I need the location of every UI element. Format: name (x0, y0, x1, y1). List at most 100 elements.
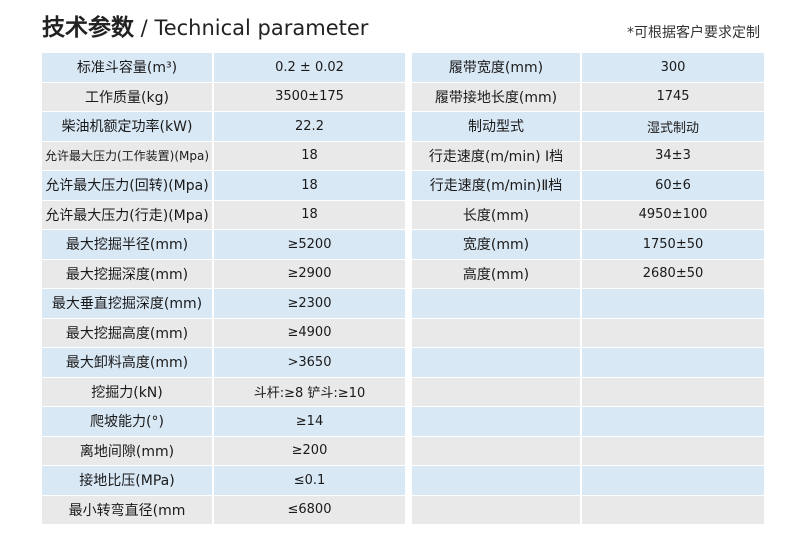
param-value: 18 (214, 141, 405, 170)
param-label: 最大挖掘深度(mm) (42, 259, 214, 288)
param-label: 柴油机额定功率(kW) (42, 112, 214, 141)
table-row: 接地比压(MPa) ≤0.1 (42, 466, 405, 495)
table-row: 高度(mm) 2680±50 (412, 259, 764, 288)
param-value: 斗杆:≥8 铲斗:≥10 (214, 377, 405, 406)
param-label: 允许最大压力(行走)(Mpa) (42, 200, 214, 229)
param-label: 高度(mm) (412, 259, 582, 288)
table-row: 工作质量(kg) 3500±175 (42, 82, 405, 111)
table-row: 允许最大压力(工作装置)(Mpa) 18 (42, 141, 405, 170)
param-value: ≥14 (214, 407, 405, 436)
param-label: 最大卸料高度(mm) (42, 348, 214, 377)
table-row: 制动型式 湿式制动 (412, 112, 764, 141)
table-row (412, 318, 764, 347)
param-value: ≥5200 (214, 230, 405, 259)
table-row (412, 466, 764, 495)
param-value: 1745 (582, 82, 764, 111)
table-row: 柴油机额定功率(kW) 22.2 (42, 112, 405, 141)
param-label: 行走速度(m/min) Ⅰ档 (412, 141, 582, 170)
param-value (582, 348, 764, 377)
param-label (412, 318, 582, 347)
table-row (412, 377, 764, 406)
param-label (412, 377, 582, 406)
table-row: 离地间隙(mm) ≥200 (42, 436, 405, 465)
param-label (412, 466, 582, 495)
param-value: ≥4900 (214, 318, 405, 347)
title-cn: 技术参数 (42, 15, 134, 41)
param-label: 允许最大压力(工作装置)(Mpa) (42, 141, 214, 170)
table-row: 最大垂直挖掘深度(mm) ≥2300 (42, 289, 405, 318)
param-value: 3500±175 (214, 82, 405, 111)
param-label (412, 289, 582, 318)
param-label: 接地比压(MPa) (42, 466, 214, 495)
param-value: 0.2 ± 0.02 (214, 53, 405, 82)
param-value (582, 495, 764, 524)
table-row: 允许最大压力(行走)(Mpa) 18 (42, 200, 405, 229)
param-value: ≤6800 (214, 495, 405, 524)
param-label: 履带接地长度(mm) (412, 82, 582, 111)
table-row: 最大挖掘深度(mm) ≥2900 (42, 259, 405, 288)
table-row: 宽度(mm) 1750±50 (412, 230, 764, 259)
table-row: 允许最大压力(回转)(Mpa) 18 (42, 171, 405, 200)
param-label (412, 436, 582, 465)
title-separator: / (134, 16, 155, 40)
table-row (412, 436, 764, 465)
param-label: 标准斗容量(m³) (42, 53, 214, 82)
table-row (412, 289, 764, 318)
table-row: 履带接地长度(mm) 1745 (412, 82, 764, 111)
param-label (412, 407, 582, 436)
param-value: 22.2 (214, 112, 405, 141)
table-row: 标准斗容量(m³) 0.2 ± 0.02 (42, 53, 405, 82)
param-value: 湿式制动 (582, 112, 764, 141)
param-value: ≥2900 (214, 259, 405, 288)
table-row (412, 348, 764, 377)
table-row: 行走速度(m/min) Ⅰ档 34±3 (412, 141, 764, 170)
param-label: 离地间隙(mm) (42, 436, 214, 465)
customization-note: *可根据客户要求定制 (627, 25, 760, 41)
table-row: 最大卸料高度(mm) >3650 (42, 348, 405, 377)
param-value (582, 466, 764, 495)
table-row: 行走速度(m/min)Ⅱ档 60±6 (412, 171, 764, 200)
param-value: 18 (214, 171, 405, 200)
param-value: 2680±50 (582, 259, 764, 288)
param-value (582, 318, 764, 347)
param-label: 挖掘力(kN) (42, 377, 214, 406)
param-value: >3650 (214, 348, 405, 377)
table-row: 最大挖掘高度(mm) ≥4900 (42, 318, 405, 347)
param-value: ≥2300 (214, 289, 405, 318)
param-value: ≥200 (214, 436, 405, 465)
table-row: 长度(mm) 4950±100 (412, 200, 764, 229)
param-value: 34±3 (582, 141, 764, 170)
table-row (412, 495, 764, 524)
param-label: 长度(mm) (412, 200, 582, 229)
param-value: 60±6 (582, 171, 764, 200)
param-label: 最小转弯直径(mm (42, 495, 214, 524)
title-en: Technical parameter (154, 16, 369, 40)
param-value: ≤0.1 (214, 466, 405, 495)
param-label: 制动型式 (412, 112, 582, 141)
parameter-table-right: 履带宽度(mm) 300 履带接地长度(mm) 1745 制动型式 湿式制动 行走速度(m/… (412, 52, 764, 525)
param-label: 允许最大压力(回转)(Mpa) (42, 171, 214, 200)
param-label: 最大挖掘高度(mm) (42, 318, 214, 347)
param-label: 履带宽度(mm) (412, 53, 582, 82)
table-row: 履带宽度(mm) 300 (412, 53, 764, 82)
table-row: 爬坡能力(°) ≥14 (42, 407, 405, 436)
param-label: 宽度(mm) (412, 230, 582, 259)
table-row: 最大挖掘半径(mm) ≥5200 (42, 230, 405, 259)
param-label: 最大垂直挖掘深度(mm) (42, 289, 214, 318)
param-label: 最大挖掘半径(mm) (42, 230, 214, 259)
param-value (582, 407, 764, 436)
table-row (412, 407, 764, 436)
parameter-table-left: 标准斗容量(m³) 0.2 ± 0.02 工作质量(kg) 3500±175 柴油机额定… (42, 52, 405, 525)
page-title: 技术参数 / Technical parameter (42, 8, 368, 42)
param-value (582, 436, 764, 465)
param-label: 爬坡能力(°) (42, 407, 214, 436)
param-label: 工作质量(kg) (42, 82, 214, 111)
param-value: 4950±100 (582, 200, 764, 229)
param-value (582, 377, 764, 406)
param-value: 1750±50 (582, 230, 764, 259)
param-label (412, 348, 582, 377)
param-value (582, 289, 764, 318)
table-row: 挖掘力(kN) 斗杆:≥8 铲斗:≥10 (42, 377, 405, 406)
param-value: 300 (582, 53, 764, 82)
param-value: 18 (214, 200, 405, 229)
